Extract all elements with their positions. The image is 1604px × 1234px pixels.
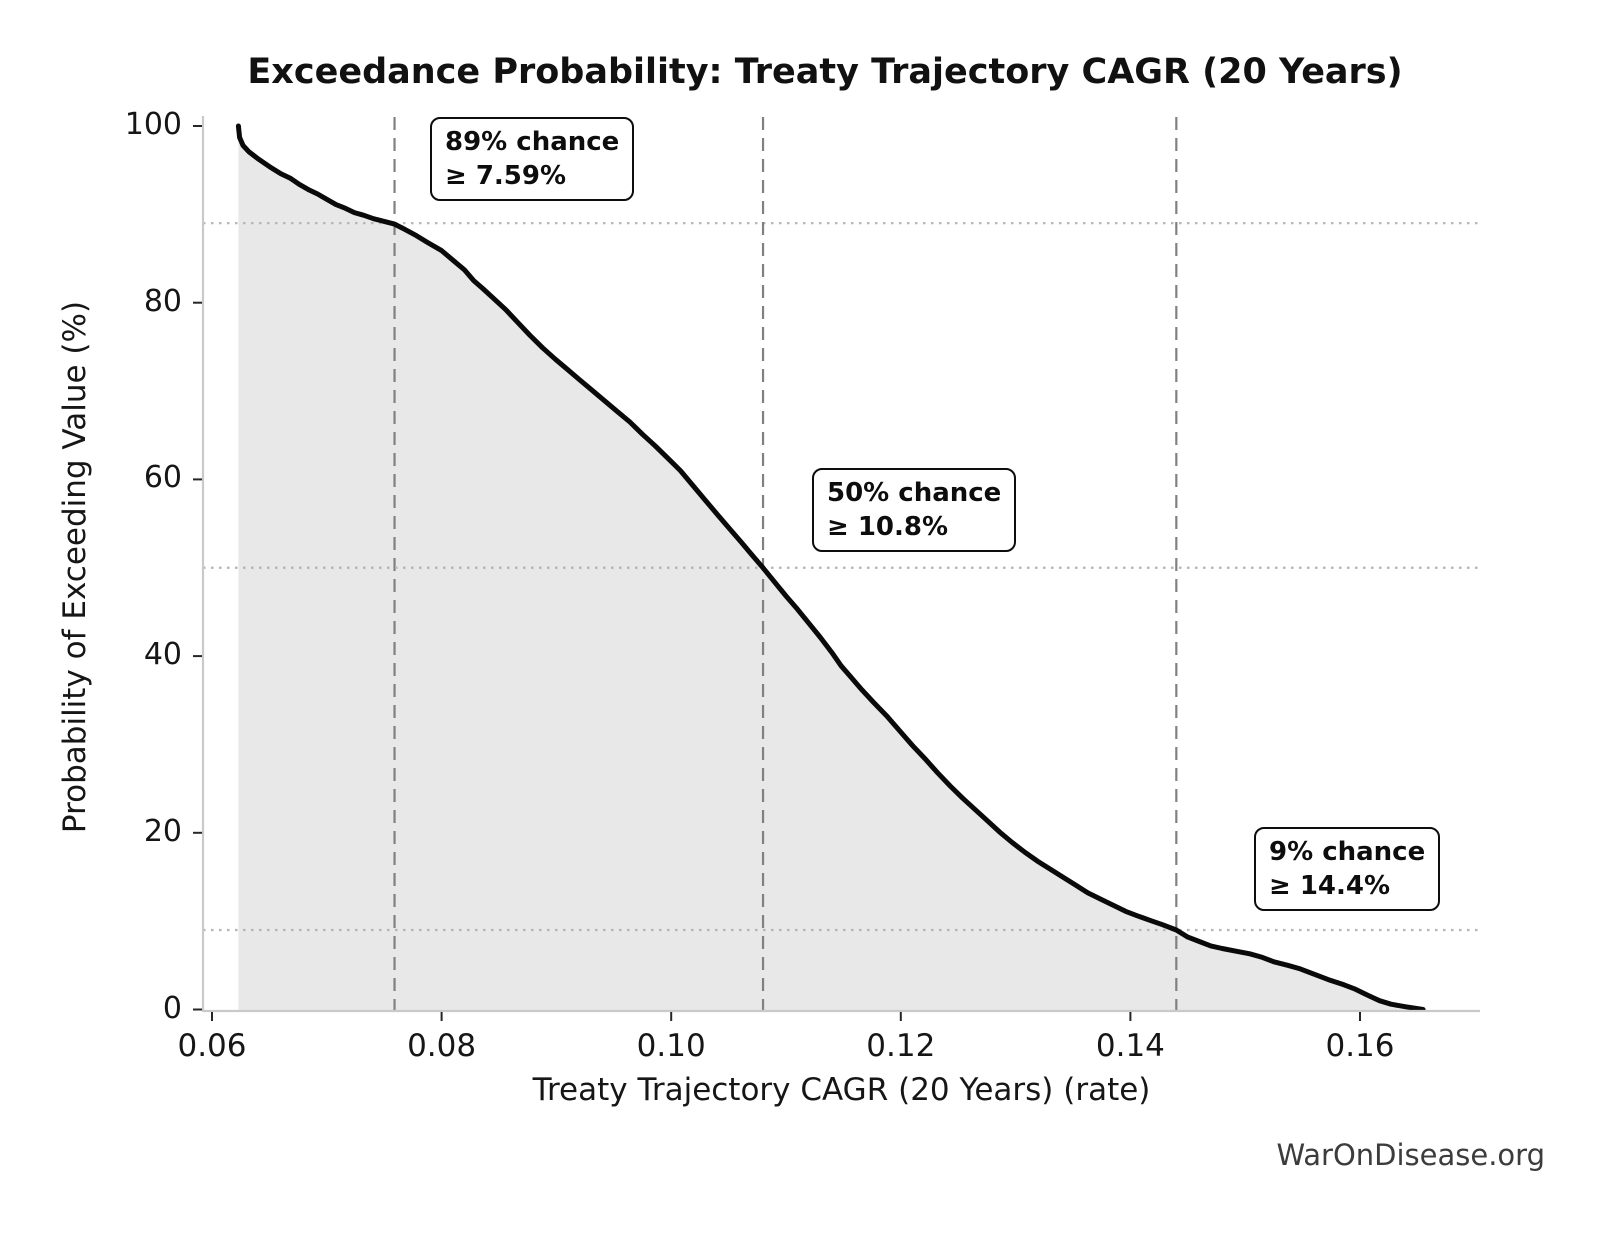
chart-title: Exceedance Probability: Treaty Trajector… (247, 52, 1403, 92)
annotation-89-percent: 89% chance ≥ 7.59% (430, 117, 635, 201)
annotation-50-line2: ≥ 10.8% (827, 512, 949, 542)
annotation-50-percent: 50% chance ≥ 10.8% (812, 468, 1017, 552)
x-axis-label: Treaty Trajectory CAGR (20 Years) (rate) (532, 1072, 1151, 1108)
x-tick-label-014: 0.14 (1095, 1028, 1165, 1064)
annotation-50-line1: 50% chance (827, 478, 1002, 508)
x-tick-label-008: 0.08 (407, 1028, 477, 1064)
y-tick-label-80: 80 (143, 283, 182, 319)
annotation-9-line2: ≥ 14.4% (1269, 871, 1391, 901)
y-tick-label-40: 40 (143, 637, 182, 673)
y-axis-label: Probability of Exceeding Value (%) (57, 300, 93, 834)
x-tick-label-006: 0.06 (177, 1028, 247, 1064)
y-tick-label-100: 100 (124, 107, 182, 142)
annotation-9-line1: 9% chance (1269, 837, 1426, 867)
y-tick-label-0: 0 (162, 990, 182, 1026)
x-tick-label-016: 0.16 (1325, 1028, 1395, 1064)
y-tick-label-60: 60 (143, 460, 182, 496)
annotation-89-line1: 89% chance (445, 127, 620, 157)
annotation-9-percent: 9% chance ≥ 14.4% (1254, 827, 1441, 911)
watermark-text: WarOnDisease.org (1276, 1138, 1545, 1172)
annotation-89-line2: ≥ 7.59% (445, 161, 567, 191)
y-tick-label-20: 20 (143, 813, 182, 849)
x-tick-label-012: 0.12 (866, 1028, 936, 1064)
x-tick-label-010: 0.10 (636, 1028, 706, 1064)
